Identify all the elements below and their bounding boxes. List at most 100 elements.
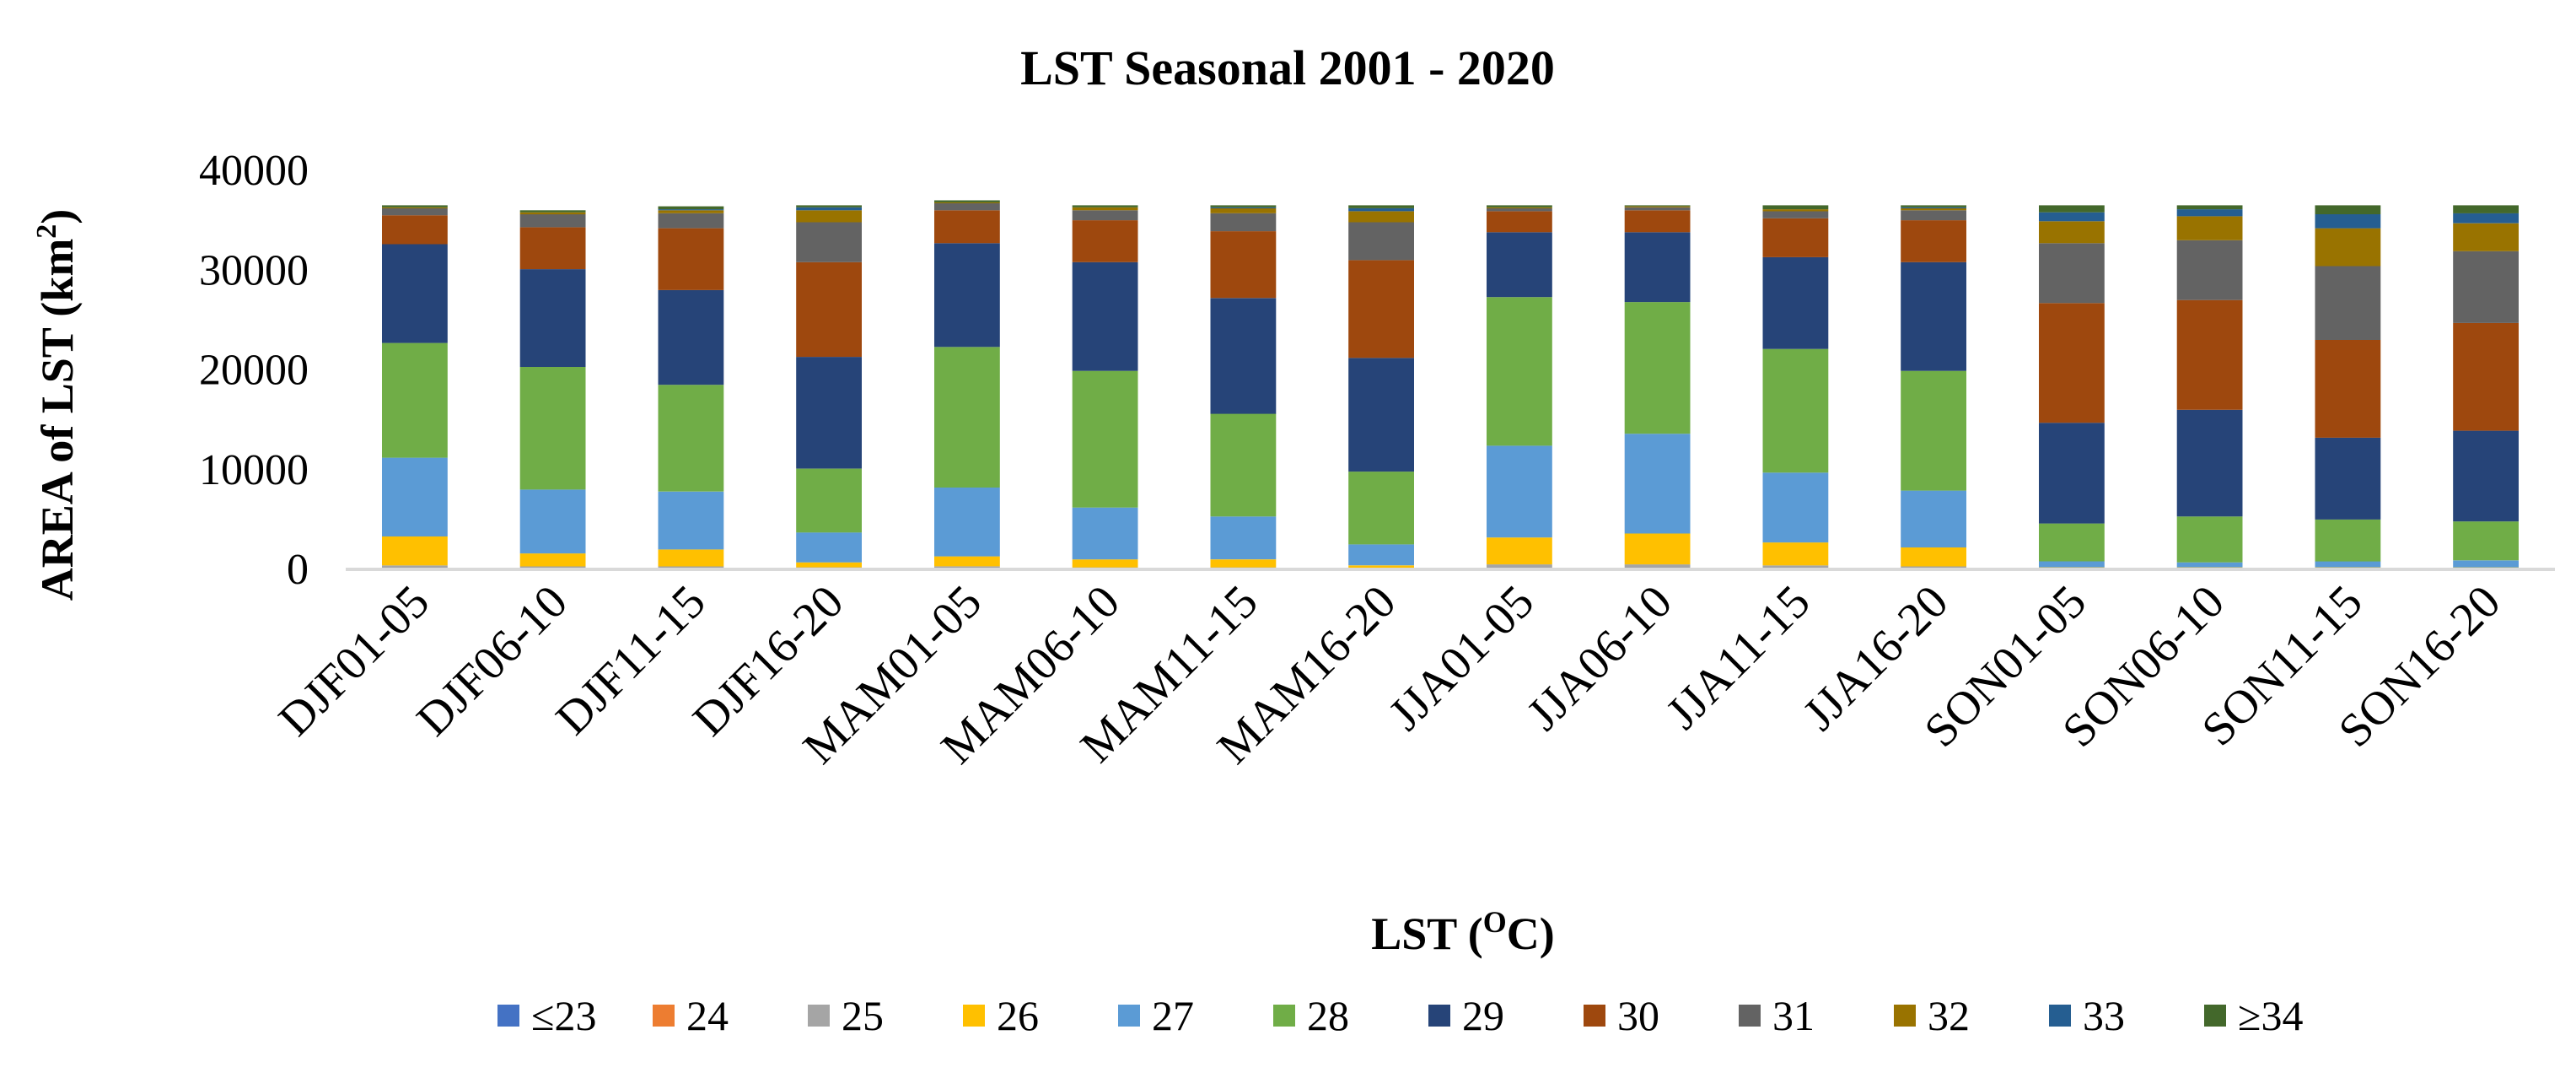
bar-segment	[2315, 437, 2381, 520]
bar-segment	[382, 244, 448, 343]
legend-swatch	[1118, 1005, 1140, 1027]
bar-segment	[1762, 209, 1829, 212]
bar-segment	[382, 536, 448, 566]
bar-segment	[2176, 205, 2243, 210]
bar-segment	[1487, 537, 1552, 565]
bar-segment	[2039, 423, 2105, 524]
legend-label: 30	[1617, 992, 1659, 1039]
legend-swatch	[808, 1005, 830, 1027]
x-axis-title: LST (OC)	[1371, 905, 1555, 959]
bar-segment	[2039, 243, 2105, 304]
bar-segment	[2176, 562, 2243, 568]
legend-label: ≥34	[2238, 992, 2303, 1039]
bar-segment	[1348, 544, 1414, 566]
bar-segment	[519, 212, 586, 215]
bar-segment	[2315, 519, 2381, 562]
legend-label: 28	[1307, 992, 1349, 1039]
legend-swatch	[1894, 1005, 1916, 1027]
bar-segment	[519, 553, 586, 567]
bar-stack	[1901, 205, 1966, 569]
bar-segment	[1072, 370, 1138, 508]
legend-item: ≤23	[497, 992, 596, 1039]
bar-segment	[2453, 322, 2519, 431]
bar-segment	[2039, 303, 2105, 423]
bar-stack	[658, 206, 724, 569]
legend-label: 25	[842, 992, 884, 1039]
bar-segment	[1072, 559, 1138, 568]
x-tick-label: JJA01-05	[1379, 575, 1544, 741]
bar-segment	[1487, 445, 1552, 538]
legend-swatch	[2049, 1005, 2071, 1027]
legend-label: 33	[2083, 992, 2125, 1039]
bar-stack	[519, 210, 586, 569]
bar-segment	[1901, 208, 1966, 211]
bar-segment	[1210, 205, 1277, 208]
bar-segment	[934, 202, 1000, 203]
bar-segment	[1210, 559, 1277, 568]
bar-segment	[934, 347, 1000, 488]
bar-segment	[1210, 516, 1277, 560]
legend-item: 27	[1118, 992, 1194, 1039]
bar-segment	[796, 562, 862, 568]
bar-segment	[1210, 413, 1277, 517]
bar-segment	[2315, 561, 2381, 568]
bar-segment	[1901, 210, 1966, 221]
legend-label: 29	[1462, 992, 1504, 1039]
bar-segment	[934, 203, 1000, 211]
y-tick-label: 20000	[199, 347, 309, 395]
bar-segment	[1901, 220, 1966, 262]
bar-segment	[2176, 209, 2243, 217]
bar-segment	[796, 532, 862, 563]
legend-item: ≥34	[2204, 992, 2303, 1039]
bar-segment	[1762, 348, 1829, 473]
bar-segment	[658, 289, 724, 385]
bar-segment	[1210, 208, 1277, 213]
bar-segment	[2176, 216, 2243, 240]
bar-segment	[2453, 205, 2519, 213]
bar-segment	[1348, 222, 1414, 261]
bar-segment	[1072, 207, 1138, 211]
bar-segment	[1624, 302, 1691, 434]
bar-segment	[2315, 214, 2381, 229]
bar-segment	[1072, 220, 1138, 262]
bar-segment	[1624, 434, 1691, 534]
bar-segment	[2176, 299, 2243, 410]
bar-segment	[2039, 212, 2105, 222]
bar-segment	[1762, 218, 1829, 257]
bar-segment	[1624, 207, 1691, 211]
bar-segment	[658, 209, 724, 211]
bar-segment	[658, 210, 724, 213]
bar-segment	[519, 269, 586, 367]
bar-segment	[1762, 256, 1829, 349]
bar-segment	[1487, 208, 1552, 212]
bar-segment	[934, 200, 1000, 202]
legend-label: 24	[686, 992, 729, 1039]
x-axis-title-superscript: O	[1483, 905, 1507, 939]
bar-segment	[382, 205, 448, 208]
bar-segment	[2453, 223, 2519, 251]
bar-segment	[382, 342, 448, 458]
bar-segment	[519, 214, 586, 228]
bar-segment	[2315, 205, 2381, 214]
bar-segment	[2315, 228, 2381, 267]
bar-segment	[1762, 205, 1829, 210]
bar-stack	[1348, 205, 1414, 569]
y-axis-title: AREA of LST (km2)	[31, 209, 83, 601]
bar-segment	[2453, 213, 2519, 224]
legend: ≤23 24 25 26 27 28 29 30 31 32 33 ≥34	[497, 992, 2303, 1039]
bar-stack	[2039, 205, 2105, 569]
bar-segment	[796, 207, 862, 211]
legend-item: 29	[1428, 992, 1504, 1039]
bar-segment	[796, 205, 862, 208]
legend-label: 31	[1772, 992, 1815, 1039]
legend-swatch	[653, 1005, 675, 1027]
bar-segment	[1348, 565, 1414, 569]
bar-segment	[1624, 210, 1691, 233]
bar-segment	[1072, 205, 1138, 208]
bar-stack	[2315, 205, 2381, 569]
bar-segment	[1624, 232, 1691, 303]
bar-segment	[519, 227, 586, 270]
bar-segment	[382, 215, 448, 245]
y-tick-label: 40000	[199, 147, 309, 195]
